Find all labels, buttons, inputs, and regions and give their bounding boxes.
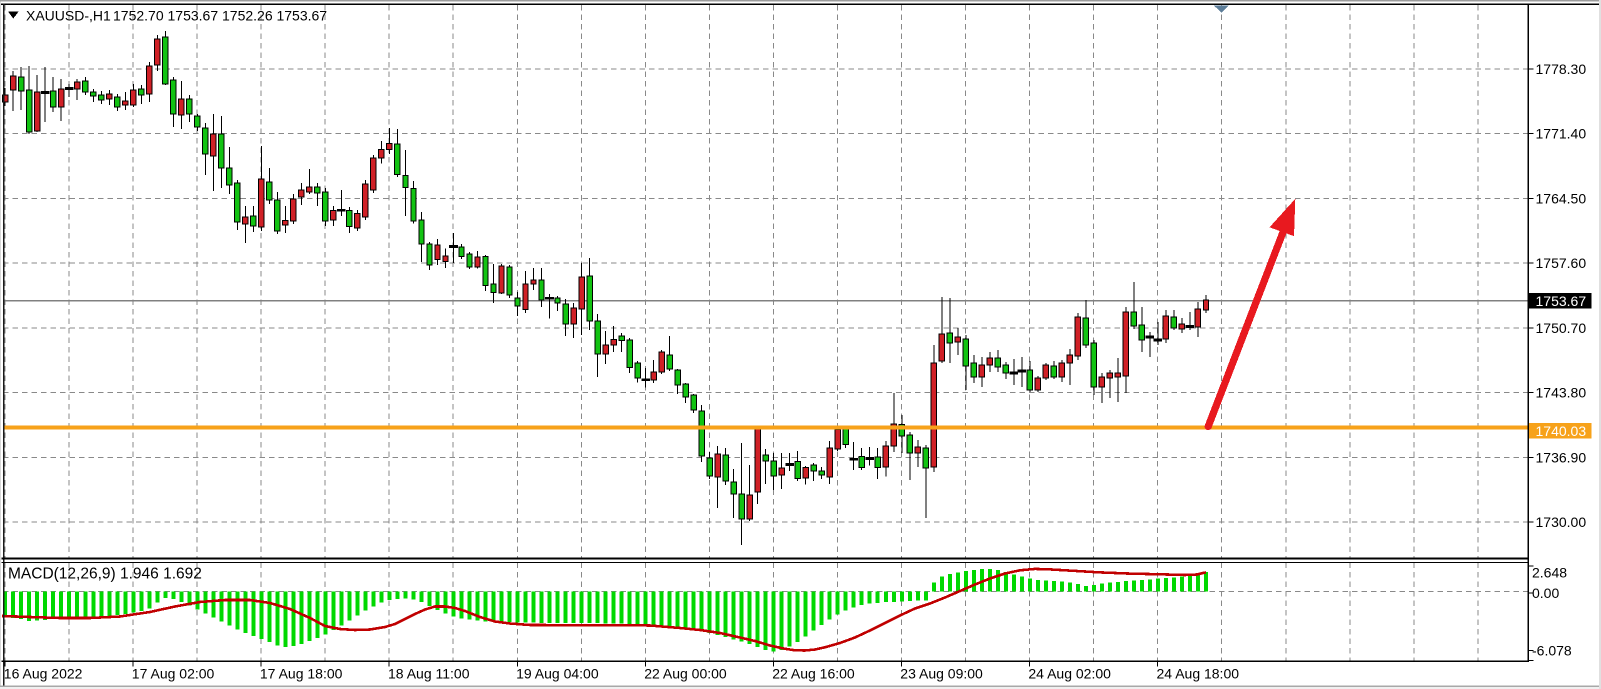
svg-text:XAUUSD-,H1: XAUUSD-,H1 (26, 7, 111, 23)
svg-text:1778.30: 1778.30 (1536, 61, 1587, 77)
svg-text:1757.60: 1757.60 (1536, 255, 1587, 271)
svg-text:22 Aug 16:00: 22 Aug 16:00 (772, 665, 855, 681)
svg-text:1743.80: 1743.80 (1536, 385, 1587, 401)
svg-text:18 Aug 11:00: 18 Aug 11:00 (388, 665, 470, 681)
svg-text:1764.50: 1764.50 (1536, 190, 1587, 206)
svg-text:19 Aug 04:00: 19 Aug 04:00 (516, 665, 599, 681)
svg-text:23 Aug 09:00: 23 Aug 09:00 (900, 665, 983, 681)
svg-text:-6.078: -6.078 (1532, 642, 1572, 658)
svg-text:1730.00: 1730.00 (1536, 514, 1587, 530)
svg-text:16 Aug 2022: 16 Aug 2022 (4, 665, 83, 681)
svg-text:1740.03: 1740.03 (1536, 423, 1587, 439)
svg-text:0.00: 0.00 (1532, 585, 1559, 601)
svg-text:17 Aug 02:00: 17 Aug 02:00 (132, 665, 215, 681)
svg-text:1771.40: 1771.40 (1536, 126, 1587, 142)
svg-text:1736.90: 1736.90 (1536, 449, 1587, 465)
svg-text:22 Aug 00:00: 22 Aug 00:00 (644, 665, 727, 681)
svg-text:24 Aug 18:00: 24 Aug 18:00 (1157, 665, 1240, 681)
svg-text:1752.70 1753.67 1752.26 1753.6: 1752.70 1753.67 1752.26 1753.67 (113, 7, 327, 23)
svg-text:24 Aug 02:00: 24 Aug 02:00 (1028, 665, 1111, 681)
svg-text:1753.67: 1753.67 (1536, 293, 1587, 309)
svg-text:MACD(12,26,9) 1.946 1.692: MACD(12,26,9) 1.946 1.692 (8, 566, 202, 583)
svg-text:17 Aug 18:00: 17 Aug 18:00 (260, 665, 343, 681)
svg-text:1750.70: 1750.70 (1536, 320, 1587, 336)
svg-text:2.648: 2.648 (1532, 565, 1567, 581)
